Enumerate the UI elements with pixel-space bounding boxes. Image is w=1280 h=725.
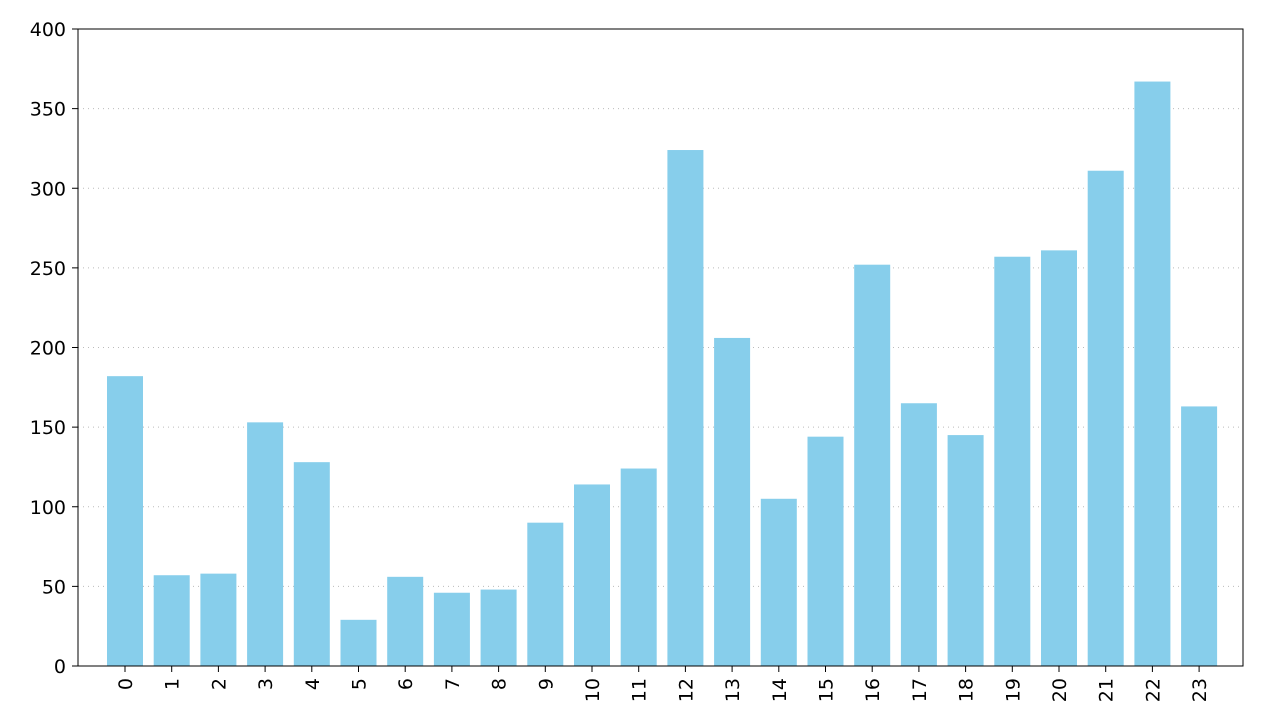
bar: [1087, 170, 1124, 667]
bar: [854, 264, 891, 666]
bar: [994, 256, 1031, 666]
x-tick-label: 0: [115, 678, 137, 690]
x-tick-label: 10: [582, 678, 604, 702]
x-tick-label: 13: [722, 678, 744, 702]
bar: [340, 619, 377, 666]
x-tick-label: 22: [1142, 678, 1164, 702]
bar: [1134, 81, 1171, 667]
x-tick-label: 21: [1096, 678, 1118, 702]
bar: [1041, 250, 1077, 667]
bar: [667, 150, 704, 666]
bar: [433, 592, 470, 666]
bar: [107, 376, 143, 666]
y-tick-label: 100: [30, 497, 66, 519]
x-tick-label: 15: [816, 678, 838, 702]
x-tick-label: 12: [675, 678, 697, 702]
x-tick-label: 5: [349, 678, 371, 690]
x-tick-label: 14: [769, 678, 791, 702]
x-tick-label: 9: [535, 678, 557, 690]
bar: [947, 435, 984, 666]
y-tick-label: 150: [30, 417, 66, 439]
y-tick-label: 50: [42, 576, 66, 598]
bar: [1181, 406, 1218, 666]
bar: [387, 576, 424, 666]
bar: [200, 573, 237, 666]
x-tick-label: 23: [1189, 678, 1211, 702]
bar: [153, 575, 190, 666]
bar: [527, 522, 564, 666]
y-tick-label: 250: [30, 258, 66, 280]
bar: [714, 337, 751, 666]
x-tick-label: 4: [302, 678, 324, 690]
x-tick-label: 17: [909, 678, 931, 702]
x-axis-ticks: 0 1 2 3 4 5 6 7 8 9 10 11 12 13 14 15 16 17 18 19 20 21 22 23: [115, 666, 1211, 702]
x-tick-label: 16: [862, 678, 884, 702]
y-tick-label: 0: [54, 656, 66, 678]
bar: [807, 436, 844, 666]
x-tick-label: 6: [395, 678, 417, 690]
y-tick-label: 300: [30, 178, 66, 200]
x-tick-label: 8: [489, 678, 511, 690]
bar: [574, 484, 610, 666]
x-tick-label: 1: [162, 678, 184, 690]
bar: [760, 498, 797, 666]
y-tick-label: 200: [30, 338, 66, 360]
x-tick-label: 19: [1002, 678, 1024, 702]
bar: [480, 589, 517, 666]
x-tick-label: 20: [1049, 678, 1071, 702]
x-tick-label: 18: [956, 678, 978, 702]
bar: [293, 462, 330, 666]
y-tick-label: 400: [30, 19, 66, 41]
bar: [900, 403, 937, 666]
x-tick-label: 2: [208, 678, 230, 690]
x-tick-label: 11: [629, 678, 651, 702]
y-axis-ticks: 0 50 100 150 200 250 300 350 400: [30, 19, 78, 678]
bar: [247, 422, 284, 666]
bar: [620, 468, 657, 666]
x-tick-label: 3: [255, 678, 277, 690]
x-tick-label: 7: [442, 678, 464, 690]
y-tick-label: 350: [30, 99, 66, 121]
bar-series: [107, 81, 1218, 667]
